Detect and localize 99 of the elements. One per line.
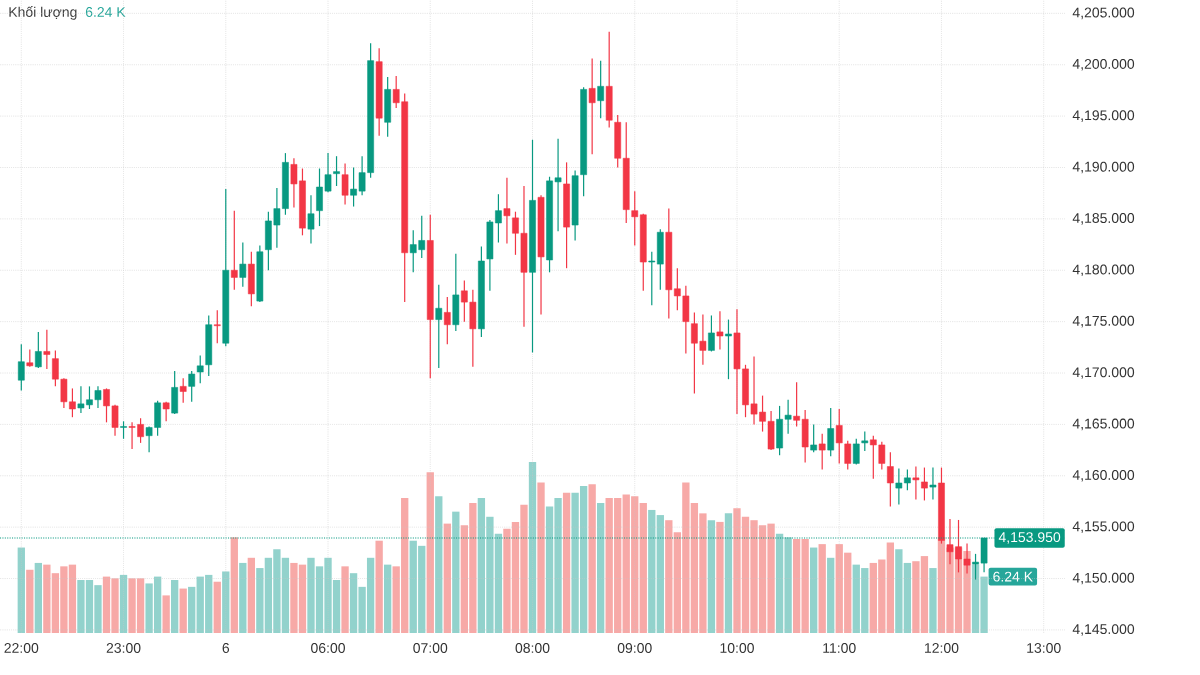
candlestick — [443, 296, 451, 345]
candlestick — [188, 370, 196, 403]
candlestick — [213, 309, 221, 344]
y-tick-label: 4,205.000 — [1072, 7, 1135, 20]
annotation: 6.24 K — [85, 7, 126, 17]
candlestick — [43, 329, 51, 370]
bar — [17, 547, 25, 633]
candlestick — [708, 314, 715, 353]
candlestick — [435, 284, 443, 369]
bar — [724, 513, 733, 633]
y-tick-label: 4,165.000 — [1072, 418, 1135, 431]
bar — [426, 472, 434, 633]
x-tick-label: 6 — [222, 643, 230, 653]
candlestick — [810, 423, 818, 453]
bar — [827, 557, 835, 633]
candlestick — [844, 440, 852, 471]
x-tick-label: 12:00 — [925, 643, 959, 653]
bar — [179, 588, 187, 633]
bar — [452, 511, 460, 633]
bar — [929, 568, 937, 633]
candlestick — [887, 451, 894, 508]
x-tick-label: 23:00 — [106, 643, 141, 653]
candlestick — [827, 407, 835, 457]
bar — [239, 562, 247, 633]
annotation: Khối lượng — [9, 6, 77, 20]
candlestick — [179, 377, 187, 404]
bar — [716, 521, 724, 633]
x-tick-label: 13:00 — [1027, 643, 1061, 653]
x-tick-label: 09:00 — [617, 643, 652, 653]
bar — [597, 503, 605, 633]
candlestick — [196, 354, 204, 384]
bar — [537, 482, 545, 633]
candlestick — [307, 194, 315, 245]
y-tick-label: 4,155.000 — [1072, 521, 1135, 533]
candlestick — [818, 433, 826, 471]
candlestick — [716, 310, 724, 350]
bar — [656, 515, 664, 633]
candlestick — [725, 318, 732, 380]
bar — [171, 580, 179, 633]
candlestick — [588, 57, 596, 155]
candlestick — [929, 466, 937, 501]
candlestick — [835, 408, 843, 465]
candlestick — [333, 155, 340, 187]
candlestick — [17, 343, 25, 392]
bar — [818, 544, 826, 633]
candlestick — [35, 331, 42, 369]
bar — [562, 492, 571, 633]
candlestick — [145, 425, 153, 453]
bar — [639, 503, 647, 633]
annotation: 6.24 K — [993, 571, 1033, 582]
bar — [648, 509, 656, 633]
bar — [188, 586, 196, 633]
bar — [230, 537, 238, 633]
candlestick — [861, 430, 869, 452]
bar — [375, 540, 383, 633]
candlestick — [852, 438, 860, 466]
x-tick-label: 06:00 — [311, 643, 345, 653]
candlestick — [921, 466, 928, 502]
candlestick — [230, 210, 238, 291]
candlestick — [239, 241, 247, 288]
bar — [34, 562, 43, 633]
y-tick-label: 4,185.000 — [1072, 213, 1135, 225]
bar — [443, 523, 451, 633]
y-tick-label: 4,175.000 — [1072, 315, 1135, 328]
bar — [886, 542, 895, 633]
bar — [707, 520, 716, 633]
bar — [384, 564, 392, 633]
y-tick-label: 4,180.000 — [1072, 264, 1135, 277]
candlestick — [341, 162, 349, 206]
bar — [222, 571, 230, 633]
candlestick — [912, 465, 920, 501]
x-tick-label: 10:00 — [720, 643, 754, 653]
bar — [162, 595, 170, 633]
ref-line-label: 4,153.950 — [998, 532, 1061, 544]
bar — [588, 484, 596, 633]
y-tick-label: 4,195.000 — [1072, 110, 1135, 122]
y-tick-label: 4,150.000 — [1072, 572, 1135, 585]
x-tick-label: 08:00 — [515, 643, 550, 653]
y-tick-label: 4,160.000 — [1072, 470, 1135, 482]
y-tick-label: 4,190.000 — [1072, 161, 1135, 174]
bar — [247, 557, 255, 633]
x-tick-label: 11:00 — [823, 643, 856, 653]
bar — [341, 566, 349, 633]
candlestick — [784, 399, 792, 435]
x-tick-label: 22:00 — [4, 643, 39, 653]
bar — [213, 581, 221, 633]
candlestick — [631, 190, 639, 247]
bar — [810, 547, 818, 633]
bar — [528, 462, 537, 633]
bar — [435, 496, 443, 633]
bar — [119, 574, 128, 633]
y-tick-label: 4,170.000 — [1072, 367, 1135, 379]
bar — [665, 520, 673, 633]
bar — [26, 569, 34, 633]
candlestick — [597, 60, 604, 119]
x-tick-label: 07:00 — [413, 643, 448, 653]
candlestick — [503, 177, 511, 245]
y-tick-label: 4,200.000 — [1072, 58, 1135, 71]
y-tick-label: 4,145.000 — [1072, 624, 1135, 636]
